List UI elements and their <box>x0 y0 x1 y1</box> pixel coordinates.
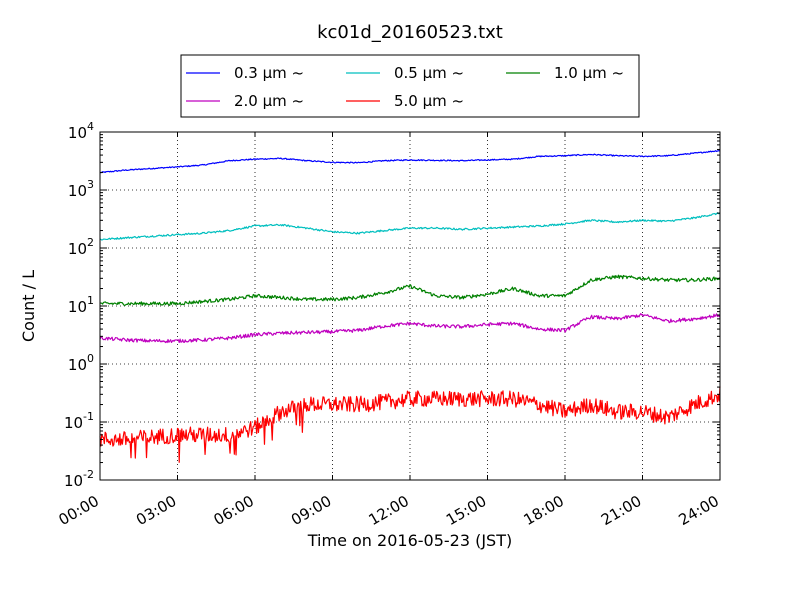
y-tick-exponent: 1 <box>87 294 94 307</box>
series-line <box>99 212 721 241</box>
y-tick-label: 10-1 <box>64 410 94 432</box>
y-axis-label: Count / L <box>19 270 38 342</box>
series-lines <box>99 149 721 463</box>
x-tick-label: 18:00 <box>521 492 567 529</box>
series-line <box>99 274 721 306</box>
y-tick-label: 102 <box>68 236 94 258</box>
chart-title: kc01d_20160523.txt <box>317 22 503 43</box>
y-tick-exponent: 2 <box>87 236 94 249</box>
legend-label: 0.5 μm ~ <box>394 64 464 82</box>
y-tick-base: 10 <box>64 414 83 432</box>
y-tick-exponent: 3 <box>87 178 94 191</box>
y-tick-label: 104 <box>68 120 94 142</box>
legend-label: 5.0 μm ~ <box>394 92 464 110</box>
y-tick-base: 10 <box>68 298 87 316</box>
legend-label: 0.3 μm ~ <box>234 64 304 82</box>
y-tick-label: 101 <box>68 294 94 316</box>
series-line <box>99 386 721 463</box>
x-axis-label: Time on 2016-05-23 (JST) <box>307 531 512 550</box>
x-tick-label: 15:00 <box>443 492 489 529</box>
y-tick-base: 10 <box>68 240 87 258</box>
grid-lines <box>100 132 720 480</box>
y-tick-exponent: 4 <box>87 120 94 133</box>
y-tick-exponent: 0 <box>87 352 94 365</box>
y-tick-label: 100 <box>68 352 94 374</box>
series-line <box>99 313 721 344</box>
x-tick-label: 24:00 <box>676 492 722 529</box>
x-tick-label: 06:00 <box>211 492 257 529</box>
x-tick-label: 21:00 <box>598 492 644 529</box>
y-tick-exponent: -1 <box>83 410 94 423</box>
y-tick-base: 10 <box>68 182 87 200</box>
x-tick-label: 00:00 <box>56 492 102 529</box>
x-tick-label: 09:00 <box>288 492 334 529</box>
plot-border <box>99 131 721 481</box>
y-tick-label: 103 <box>68 178 94 200</box>
legend: 0.3 μm ~ 0.5 μm ~ 1.0 μm ~ 2.0 μm ~ 5.0 μm ~ <box>180 54 640 118</box>
y-tick-exponent: -2 <box>83 468 94 481</box>
legend-label: 2.0 μm ~ <box>234 92 304 110</box>
x-tick-label: 03:00 <box>133 492 179 529</box>
legend-box <box>180 54 640 118</box>
y-tick-label: 10-2 <box>64 468 94 490</box>
legend-label: 1.0 μm ~ <box>554 64 624 82</box>
series-line <box>99 149 721 174</box>
x-tick-label: 12:00 <box>366 492 412 529</box>
y-tick-base: 10 <box>68 124 87 142</box>
y-tick-base: 10 <box>68 356 87 374</box>
y-tick-base: 10 <box>64 472 83 490</box>
